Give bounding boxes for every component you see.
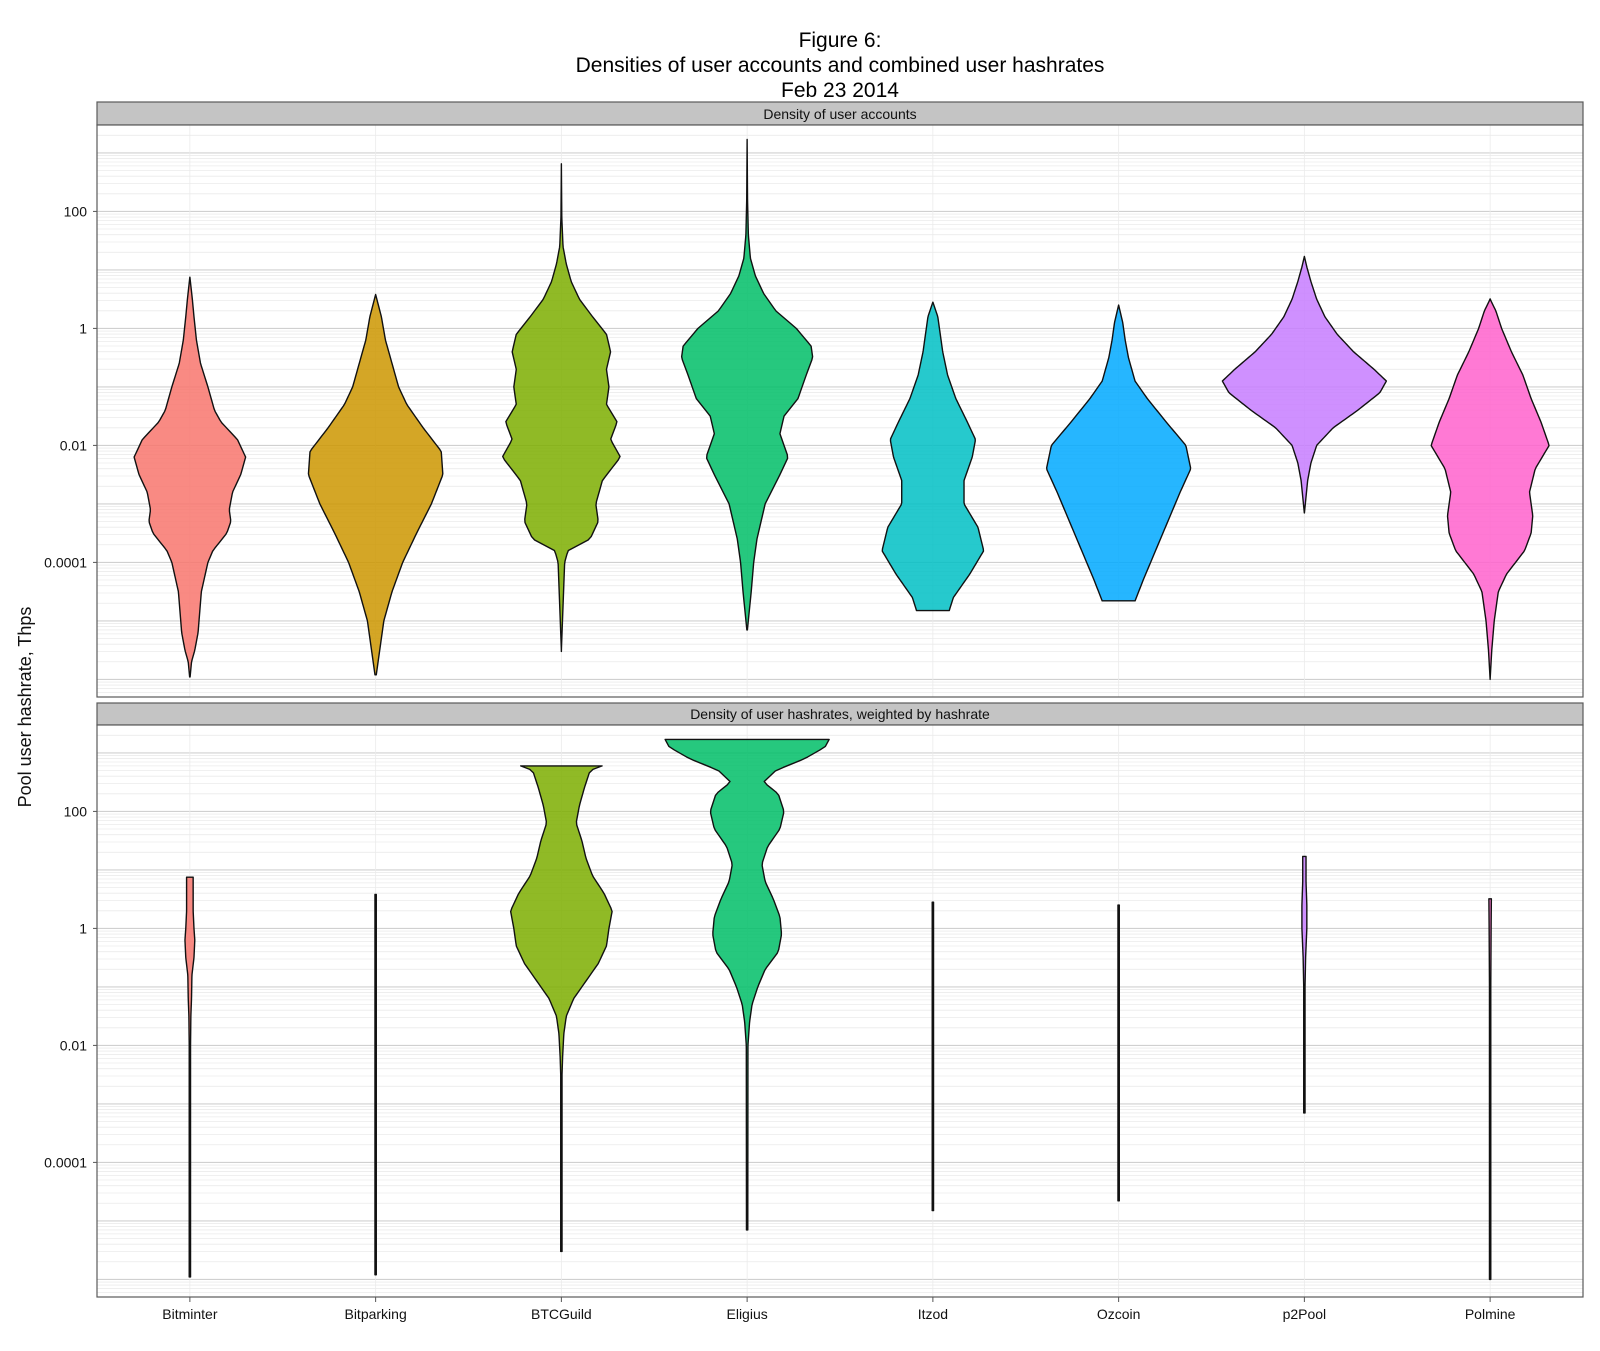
violin-bitminter — [184, 876, 196, 1278]
violin-ozcoin — [1045, 304, 1192, 602]
panel-background — [97, 725, 1583, 1297]
y-tick-label: 0.0001 — [44, 554, 87, 570]
x-axis-labels: Bitminter Bitparking BTCGuild Eligius Itzod O… — [162, 1297, 1516, 1322]
facet-panels: Density of user accounts10010.010.0001De… — [44, 101, 1584, 1298]
x-tick-label-bitparking: Bitparking — [344, 1306, 406, 1322]
y-axis-title: Pool user hashrate, Thps — [15, 607, 35, 808]
violin-btcguild — [509, 765, 613, 1253]
y-tick-label: 1 — [79, 920, 87, 936]
x-tick-label-btcguild: BTCGuild — [531, 1306, 592, 1322]
y-tick-label: 0.01 — [60, 437, 87, 453]
violin-eligius — [664, 738, 830, 1231]
violin-bitparking — [307, 293, 444, 676]
panel-1: Density of user accounts 100 1 0.01 0.0001 — [44, 101, 1584, 698]
x-tick-label-itzod: Itzod — [918, 1306, 948, 1322]
y-tick-label: 0.0001 — [44, 1154, 87, 1170]
gridlines — [97, 724, 1583, 1298]
panel-border — [96, 724, 1584, 1298]
violin-p2pool — [1301, 855, 1308, 1114]
figure-title-line-1: Figure 6: — [799, 29, 882, 52]
y-tick-label: 1 — [79, 320, 87, 336]
x-tick-label-bitminter: Bitminter — [162, 1306, 218, 1322]
panel-2: Density of user hashrates, weighted by h… — [44, 702, 1584, 1298]
x-tick-label-p2pool: p2Pool — [1283, 1306, 1327, 1322]
violin-ozcoin — [1117, 904, 1120, 1202]
facet-strip-title: Density of user hashrates, weighted by h… — [690, 706, 990, 722]
violin-itzod — [931, 901, 935, 1212]
y-tick-label: 100 — [64, 803, 88, 819]
x-tick-label-ozcoin: Ozcoin — [1097, 1306, 1141, 1322]
x-tick-label-polmine: Polmine — [1465, 1306, 1516, 1322]
violin-p2pool — [1221, 255, 1388, 514]
panel-background — [97, 125, 1583, 697]
violin-btcguild — [502, 163, 621, 653]
violin-bitparking — [374, 893, 377, 1276]
gridlines — [97, 124, 1583, 698]
violin-polmine — [1488, 898, 1493, 1281]
violin-itzod — [881, 301, 985, 612]
figure-title-line-3: Feb 23 2014 — [781, 79, 899, 102]
violin-bitminter — [133, 276, 247, 678]
y-tick-label: 0.01 — [60, 1037, 87, 1053]
facet-strip-title: Density of user accounts — [763, 106, 916, 122]
y-tick-label: 100 — [64, 203, 88, 219]
x-tick-label-eligius: Eligius — [727, 1306, 768, 1322]
figure-title-line-2: Densities of user accounts and combined … — [576, 54, 1105, 77]
violin-polmine — [1430, 298, 1550, 681]
panel-border — [96, 124, 1584, 698]
violin-eligius — [680, 138, 814, 631]
